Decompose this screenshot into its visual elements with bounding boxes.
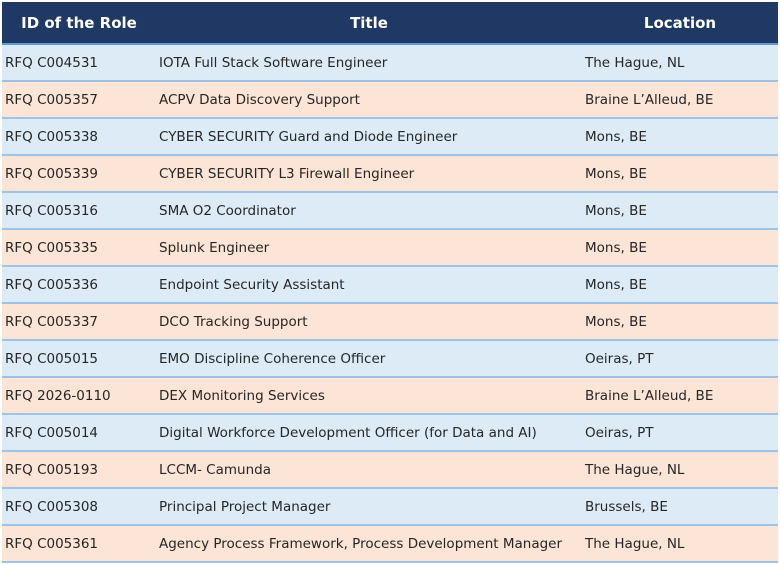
cell-role-location[interactable]: Braine L’Alleud, BE: [582, 377, 778, 415]
cell-role-location[interactable]: Oeiras, PT: [582, 340, 778, 378]
cell-role-title[interactable]: IOTA Full Stack Software Engineer: [156, 44, 582, 82]
cell-role-title[interactable]: CYBER SECURITY Guard and Diode Engineer: [156, 118, 582, 156]
cell-role-title[interactable]: CYBER SECURITY L3 Firewall Engineer: [156, 155, 582, 193]
cell-role-location[interactable]: The Hague, NL: [582, 525, 778, 563]
table-row[interactable]: RFQ C005336 Endpoint Security Assistant …: [2, 266, 778, 304]
cell-role-location[interactable]: Oeiras, PT: [582, 414, 778, 452]
cell-role-title[interactable]: EMO Discipline Coherence Officer: [156, 340, 582, 378]
table-row[interactable]: RFQ C005337 DCO Tracking Support Mons, B…: [2, 303, 778, 341]
cell-role-location[interactable]: Braine L’Alleud, BE: [582, 81, 778, 119]
cell-role-title[interactable]: Endpoint Security Assistant: [156, 266, 582, 304]
table-body: RFQ C004531 IOTA Full Stack Software Eng…: [2, 44, 778, 563]
table-row[interactable]: RFQ C004531 IOTA Full Stack Software Eng…: [2, 44, 778, 82]
table-header: ID of the Role Title Location: [2, 2, 778, 45]
cell-role-id[interactable]: RFQ C005316: [2, 192, 156, 230]
table-row[interactable]: RFQ C005014 Digital Workforce Developmen…: [2, 414, 778, 452]
table-row[interactable]: RFQ C005361 Agency Process Framework, Pr…: [2, 525, 778, 563]
cell-role-id[interactable]: RFQ C004531: [2, 44, 156, 82]
cell-role-id[interactable]: RFQ C005361: [2, 525, 156, 563]
cell-role-location[interactable]: Mons, BE: [582, 155, 778, 193]
cell-role-location[interactable]: The Hague, NL: [582, 44, 778, 82]
table-row[interactable]: RFQ C005308 Principal Project Manager Br…: [2, 488, 778, 526]
cell-role-id[interactable]: RFQ C005336: [2, 266, 156, 304]
header-id: ID of the Role: [2, 2, 156, 45]
cell-role-location[interactable]: Mons, BE: [582, 192, 778, 230]
table-row[interactable]: RFQ C005316 SMA O2 Coordinator Mons, BE: [2, 192, 778, 230]
cell-role-title[interactable]: LCCM- Camunda: [156, 451, 582, 489]
cell-role-location[interactable]: Mons, BE: [582, 266, 778, 304]
cell-role-title[interactable]: DEX Monitoring Services: [156, 377, 582, 415]
cell-role-location[interactable]: Mons, BE: [582, 229, 778, 267]
header-title: Title: [156, 2, 582, 45]
cell-role-id[interactable]: RFQ C005014: [2, 414, 156, 452]
cell-role-title[interactable]: Splunk Engineer: [156, 229, 582, 267]
cell-role-title[interactable]: DCO Tracking Support: [156, 303, 582, 341]
cell-role-title[interactable]: Principal Project Manager: [156, 488, 582, 526]
header-location: Location: [582, 2, 778, 45]
cell-role-id[interactable]: RFQ C005337: [2, 303, 156, 341]
table-row[interactable]: RFQ C005335 Splunk Engineer Mons, BE: [2, 229, 778, 267]
cell-role-id[interactable]: RFQ C005015: [2, 340, 156, 378]
cell-role-location[interactable]: The Hague, NL: [582, 451, 778, 489]
table-row[interactable]: RFQ C005357 ACPV Data Discovery Support …: [2, 81, 778, 119]
table-row[interactable]: RFQ C005339 CYBER SECURITY L3 Firewall E…: [2, 155, 778, 193]
cell-role-id[interactable]: RFQ C005193: [2, 451, 156, 489]
cell-role-title[interactable]: Agency Process Framework, Process Develo…: [156, 525, 582, 563]
cell-role-id[interactable]: RFQ C005339: [2, 155, 156, 193]
cell-role-title[interactable]: ACPV Data Discovery Support: [156, 81, 582, 119]
cell-role-location[interactable]: Brussels, BE: [582, 488, 778, 526]
cell-role-id[interactable]: RFQ C005308: [2, 488, 156, 526]
table-row[interactable]: RFQ C005193 LCCM- Camunda The Hague, NL: [2, 451, 778, 489]
table-row[interactable]: RFQ C005338 CYBER SECURITY Guard and Dio…: [2, 118, 778, 156]
cell-role-location[interactable]: Mons, BE: [582, 303, 778, 341]
cell-role-id[interactable]: RFQ C005335: [2, 229, 156, 267]
table-row[interactable]: RFQ 2026-0110 DEX Monitoring Services Br…: [2, 377, 778, 415]
cell-role-location[interactable]: Mons, BE: [582, 118, 778, 156]
cell-role-id[interactable]: RFQ C005357: [2, 81, 156, 119]
cell-role-title[interactable]: SMA O2 Coordinator: [156, 192, 582, 230]
table-row[interactable]: RFQ C005015 EMO Discipline Coherence Off…: [2, 340, 778, 378]
header-row: ID of the Role Title Location: [2, 2, 778, 45]
cell-role-title[interactable]: Digital Workforce Development Officer (f…: [156, 414, 582, 452]
cell-role-id[interactable]: RFQ C005338: [2, 118, 156, 156]
cell-role-id[interactable]: RFQ 2026-0110: [2, 377, 156, 415]
